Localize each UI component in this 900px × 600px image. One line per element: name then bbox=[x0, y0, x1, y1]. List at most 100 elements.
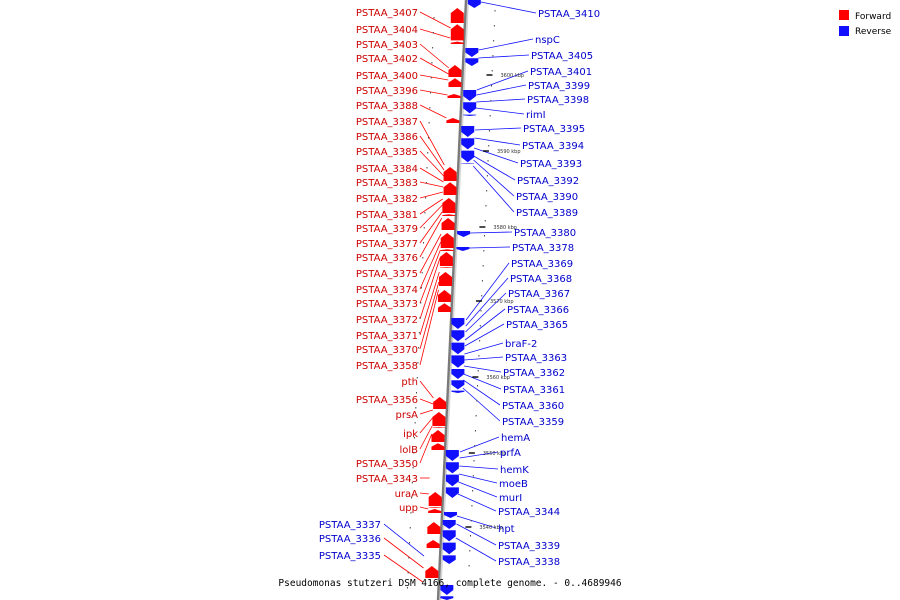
gene-label-reverse: prfA bbox=[500, 448, 521, 459]
gene-feature bbox=[442, 530, 456, 542]
gene-label-forward: PSTAA_3372 bbox=[356, 315, 418, 326]
gene-label-reverse: moeB bbox=[499, 479, 528, 490]
gene-feature bbox=[447, 94, 461, 98]
gene-label-reverse: PSTAA_3367 bbox=[508, 289, 570, 300]
gene-label-forward: PSTAA_3384 bbox=[356, 164, 418, 175]
gene-feature bbox=[451, 318, 465, 329]
gene-feature bbox=[448, 65, 462, 77]
gene-feature bbox=[425, 566, 439, 578]
gene-feature bbox=[428, 492, 442, 506]
gene-feature bbox=[431, 430, 445, 442]
legend-label-forward: Forward bbox=[855, 12, 891, 22]
gene-feature bbox=[457, 231, 471, 237]
gene-label-forward: PSTAA_3376 bbox=[356, 253, 418, 264]
gene-label-forward: prsA bbox=[395, 410, 418, 421]
gene-label-reverse: PSTAA_3390 bbox=[516, 192, 578, 203]
gene-label-reverse: PSTAA_3395 bbox=[523, 124, 585, 135]
gene-feature bbox=[440, 233, 454, 248]
gene-label-reverse: PSTAA_3394 bbox=[522, 141, 584, 152]
legend: Forward Reverse bbox=[839, 10, 892, 37]
gene-label-forward: PSTAA_3385 bbox=[356, 147, 418, 158]
gene-label-reverse: PSTAA_3366 bbox=[507, 305, 569, 316]
gene-label-reverse: PSTAA_3365 bbox=[506, 320, 568, 331]
gene-label-reverse: PSTAA_3401 bbox=[530, 67, 592, 78]
gene-feature bbox=[432, 412, 446, 426]
gene-feature bbox=[445, 450, 459, 461]
gene-feature bbox=[439, 267, 453, 268]
legend-swatch-reverse bbox=[839, 26, 849, 36]
gene-feature bbox=[428, 509, 442, 513]
tick-label: 3560 kbp bbox=[486, 375, 510, 381]
gene-label-reverse: PSTAA_3368 bbox=[510, 274, 572, 285]
gene-feature bbox=[443, 512, 457, 518]
gene-label-forward: PSTAA_3373 bbox=[356, 299, 418, 310]
gene-feature bbox=[433, 397, 447, 409]
gene-feature bbox=[440, 596, 454, 600]
gene-label-reverse: PSTAA_3378 bbox=[512, 243, 574, 254]
gene-feature bbox=[446, 118, 460, 123]
gene-feature bbox=[440, 585, 454, 595]
gene-feature bbox=[431, 443, 445, 450]
label-leader-lines bbox=[383, 1, 537, 583]
gene-feature bbox=[451, 390, 465, 393]
gene-feature bbox=[451, 355, 465, 368]
gene-feature bbox=[463, 102, 477, 114]
gene-feature bbox=[437, 303, 451, 312]
gene-feature bbox=[450, 8, 464, 23]
gene-label-reverse: PSTAA_3380 bbox=[514, 228, 576, 239]
gene-label-reverse: PSTAA_3344 bbox=[498, 507, 560, 518]
gene-label-reverse: PSTAA_3335 bbox=[319, 551, 381, 562]
gene-label-forward: ipk bbox=[403, 429, 418, 440]
gene-feature bbox=[451, 369, 465, 379]
gene-label-reverse: PSTAA_3410 bbox=[538, 9, 600, 20]
gene-feature bbox=[463, 90, 477, 101]
gene-feature bbox=[432, 427, 446, 428]
gene-feature bbox=[463, 114, 477, 116]
tick-label: 3570 kbp bbox=[490, 299, 514, 305]
genome-caption: Pseudomonas stutzeri DSM 4166, complete … bbox=[278, 578, 622, 589]
gene-label-reverse: PSTAA_3360 bbox=[502, 401, 564, 412]
gene-feature bbox=[451, 330, 465, 342]
tick-marks: 3600 kbp 3590 kbp 3580 kbp 3570 kbp 3560 kbp… bbox=[406, 10, 524, 589]
gene-feature bbox=[442, 520, 456, 529]
gene-label-forward: PSTAA_3402 bbox=[356, 54, 418, 65]
gene-feature bbox=[445, 462, 459, 474]
gene-label-forward: pth bbox=[401, 377, 418, 388]
gene-feature bbox=[451, 342, 465, 355]
gene-feature bbox=[450, 41, 464, 44]
gene-label-forward: PSTAA_3400 bbox=[356, 71, 418, 82]
gene-label-reverse: PSTAA_3361 bbox=[503, 385, 565, 396]
gene-feature bbox=[465, 48, 479, 57]
gene-label-reverse: PSTAA_3336 bbox=[319, 534, 381, 545]
genome-backbone bbox=[436, 0, 469, 600]
gene-label-forward: PSTAA_3358 bbox=[356, 361, 418, 372]
gene-feature bbox=[451, 380, 465, 390]
gene-label-reverse: PSTAA_3339 bbox=[498, 541, 560, 552]
gene-feature bbox=[437, 290, 451, 302]
gene-feature bbox=[441, 218, 455, 230]
tick-label: 3590 kbp bbox=[497, 149, 521, 155]
gene-features bbox=[425, 0, 481, 600]
gene-feature bbox=[456, 247, 470, 251]
tick-label: 3540 kbp bbox=[479, 525, 503, 531]
gene-label-reverse: PSTAA_3362 bbox=[503, 368, 565, 379]
gene-label-forward: PSTAA_3383 bbox=[356, 178, 418, 189]
gene-label-reverse: PSTAA_3392 bbox=[517, 176, 579, 187]
gene-label-forward: uraA bbox=[395, 489, 419, 500]
gene-label-forward: PSTAA_3377 bbox=[356, 239, 418, 250]
gene-feature bbox=[443, 167, 457, 181]
gene-feature bbox=[426, 540, 440, 548]
gene-label-forward: PSTAA_3387 bbox=[356, 117, 418, 128]
gene-labels: PSTAA_3407 PSTAA_3404 PSTAA_3403 PSTAA_3402… bbox=[319, 8, 600, 568]
gene-label-forward: lolB bbox=[399, 445, 418, 456]
gene-label-reverse: PSTAA_3405 bbox=[531, 51, 593, 62]
gene-feature bbox=[442, 555, 456, 564]
gene-label-reverse: PSTAA_3389 bbox=[516, 208, 578, 219]
gene-feature bbox=[445, 474, 459, 487]
gene-label-reverse: murI bbox=[499, 493, 522, 504]
gene-feature bbox=[443, 182, 457, 195]
gene-label-reverse: PSTAA_3359 bbox=[502, 417, 564, 428]
gene-feature bbox=[438, 272, 452, 286]
gene-label-forward: PSTAA_3396 bbox=[356, 86, 418, 97]
